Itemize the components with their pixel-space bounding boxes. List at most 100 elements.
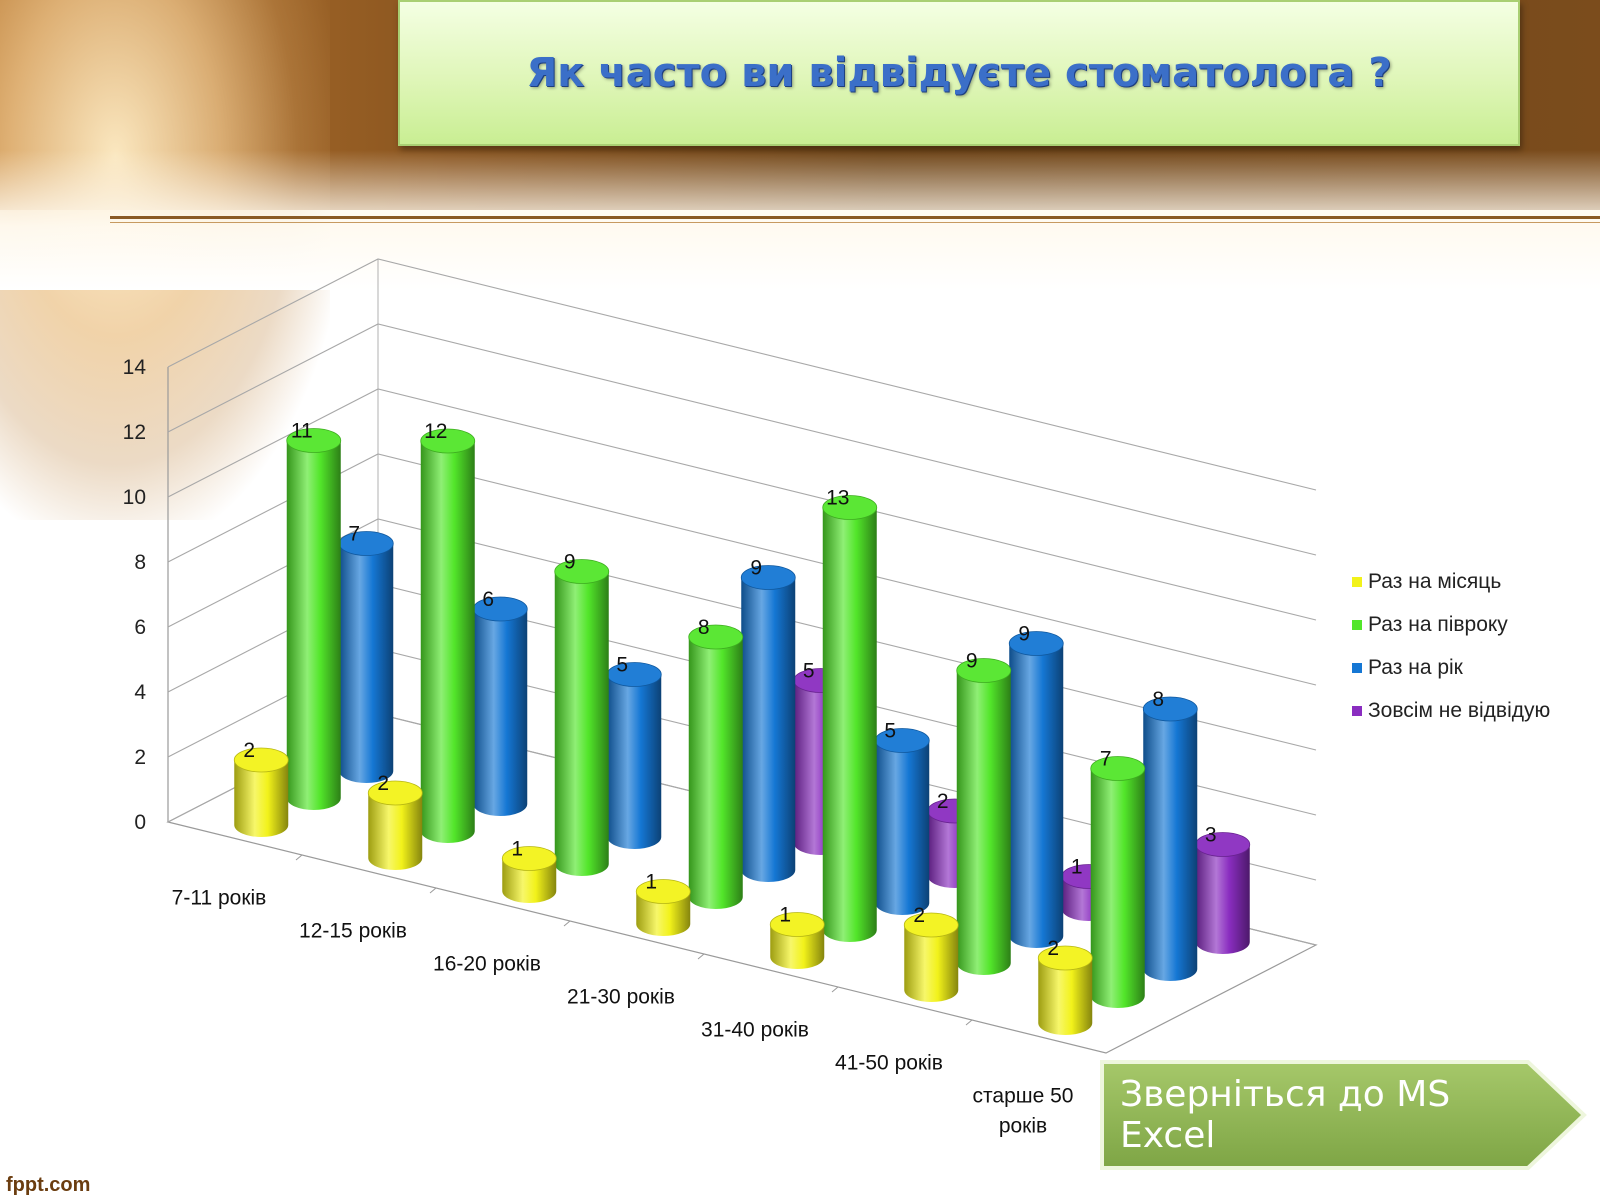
- bar-cylinder-body: [956, 670, 1011, 975]
- legend-swatch: [1352, 662, 1362, 673]
- header-divider: [110, 216, 1600, 219]
- x-tick-mark: [295, 854, 303, 861]
- bar-cylinder-top: [903, 912, 959, 938]
- bar-cylinder-body: [607, 674, 662, 849]
- slide-title: Як часто ви відвідуєте стоматолога ?: [526, 50, 1392, 96]
- bar-cylinder-body: [339, 543, 394, 783]
- bar-cylinder-body: [368, 793, 423, 870]
- bar-cylinder: 2: [1037, 937, 1093, 1035]
- data-label: 5: [884, 720, 896, 743]
- bar-cylinder-body: [636, 891, 691, 936]
- legend-entry: Зовсім не відвідую: [1352, 689, 1582, 732]
- bar-cylinder-body: [904, 925, 959, 1002]
- bar-cylinder-top: [769, 912, 825, 937]
- data-label: 9: [564, 551, 576, 574]
- bar-cylinder: 3: [1195, 824, 1251, 954]
- bar-cylinder-top: [1090, 756, 1146, 781]
- bar-cylinder: 12: [420, 420, 476, 843]
- bar-cylinder-top: [874, 728, 930, 753]
- bar-cylinder-top: [822, 495, 878, 520]
- data-label: 1: [1071, 856, 1083, 879]
- bar-cylinder-body: [741, 577, 796, 882]
- bar-cylinder-top: [420, 428, 476, 454]
- bar-cylinder-body: [234, 760, 289, 837]
- bar-cylinder-top: [635, 879, 691, 904]
- bar-cylinder-top: [286, 428, 342, 453]
- bar-cylinder-top: [501, 846, 557, 871]
- bar-cylinder-body: [1143, 709, 1198, 981]
- legend-label: Зовсім не відвідую: [1368, 698, 1551, 722]
- legend-swatch: [1352, 619, 1362, 630]
- open-excel-button[interactable]: Зверніться до MS Excel: [1098, 1058, 1588, 1172]
- x-tick-label: старше 50 років: [973, 1085, 1074, 1138]
- bar-cylinder: 5: [874, 720, 930, 915]
- legend-swatch: [1352, 576, 1362, 587]
- bar-cylinder: 9: [740, 557, 796, 882]
- data-label: 2: [937, 790, 949, 813]
- data-label: 9: [750, 557, 762, 580]
- y-tick-label: 12: [123, 421, 146, 444]
- bar-cylinder-body: [554, 571, 609, 876]
- bar-cylinder: 9: [956, 650, 1012, 975]
- data-label: 8: [1152, 688, 1164, 711]
- data-label: 1: [779, 904, 791, 927]
- bar-cylinder: 2: [233, 739, 289, 837]
- data-label: 1: [511, 838, 523, 861]
- data-label: 2: [913, 904, 925, 927]
- bar-cylinder-body: [502, 858, 557, 903]
- y-tick-label: 10: [123, 486, 146, 509]
- chart-gridline: [167, 258, 1317, 491]
- data-label: 8: [698, 616, 710, 639]
- x-tick-mark: [697, 953, 705, 960]
- legend-label: Раз на півроку: [1368, 612, 1508, 636]
- bar-cylinder-body: [1038, 958, 1093, 1035]
- bar-cylinder: 5: [606, 654, 662, 849]
- footer-brand: fppt.com: [6, 1174, 91, 1196]
- bar-cylinder: 2: [367, 772, 423, 870]
- open-excel-label: Зверніться до MS Excel: [1120, 1074, 1451, 1156]
- bar-cylinder-top: [554, 559, 610, 584]
- chart-gridline: [167, 388, 1317, 621]
- bar-cylinder-top: [1195, 832, 1251, 857]
- bar-cylinder-top: [338, 531, 394, 556]
- bar-cylinder: 1: [769, 904, 825, 969]
- bar-cylinder-top: [367, 780, 423, 806]
- bar-cylinder-body: [1009, 643, 1064, 948]
- bar-cylinder-body: [420, 441, 475, 843]
- legend-label: Раз на рік: [1368, 655, 1463, 679]
- data-label: 2: [377, 772, 389, 795]
- data-label: 9: [1018, 623, 1030, 646]
- bar-cylinder-top: [740, 565, 796, 590]
- y-tick-label: 8: [134, 551, 146, 574]
- title-box: Як часто ви відвідуєте стоматолога ?: [398, 0, 1520, 146]
- bar-cylinder-body: [473, 609, 528, 816]
- y-tick-label: 0: [134, 811, 146, 834]
- bar-cylinder-top: [688, 624, 744, 650]
- data-label: 2: [243, 739, 255, 762]
- bar-cylinder: 7: [338, 523, 394, 783]
- bar-cylinder: 1: [635, 871, 691, 936]
- data-label: 2: [1047, 937, 1059, 960]
- x-tick-label: 41-50 років: [835, 1052, 943, 1075]
- bar-cylinder-top: [1008, 631, 1064, 656]
- chart-gridline: [167, 323, 1317, 556]
- x-tick-label: 12-15 років: [299, 920, 407, 943]
- bar-cylinder-top: [472, 596, 528, 622]
- y-tick-label: 14: [123, 356, 147, 379]
- legend-entry: Раз на рік: [1352, 646, 1582, 689]
- legend-label: Раз на місяць: [1368, 569, 1502, 593]
- data-label: 13: [826, 487, 849, 510]
- y-tick-label: 2: [134, 746, 146, 769]
- data-label: 9: [966, 650, 978, 673]
- x-tick-label: 21-30 років: [567, 986, 675, 1009]
- header-fade: [0, 150, 1600, 290]
- y-tick-label: 4: [134, 681, 146, 704]
- bar-cylinder: 11: [286, 420, 342, 810]
- x-tick-mark: [563, 920, 571, 927]
- data-label: 1: [645, 871, 657, 894]
- chart-legend: Раз на місяць Раз на півроку Раз на рік Зов…: [1352, 560, 1582, 732]
- x-tick-mark: [831, 986, 839, 993]
- data-label: 3: [1205, 824, 1217, 847]
